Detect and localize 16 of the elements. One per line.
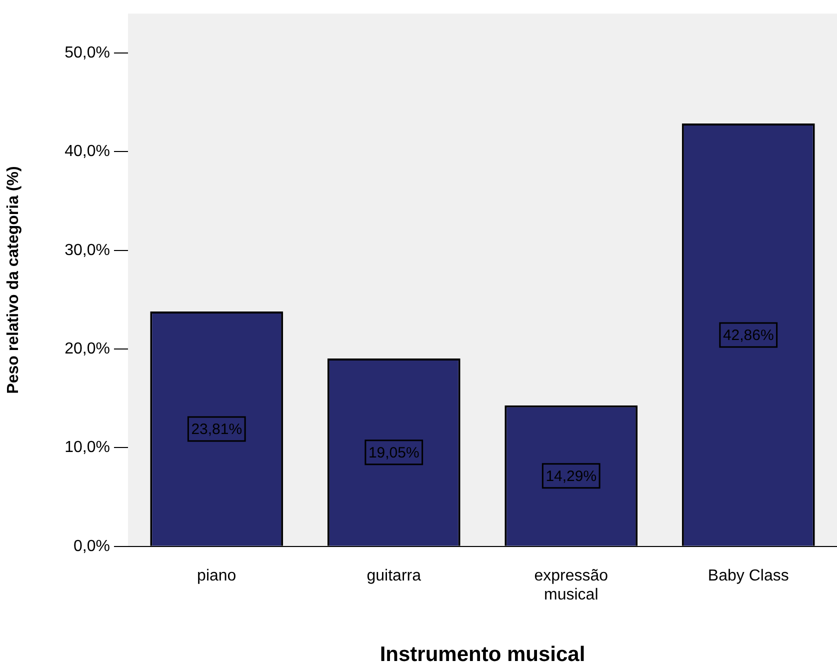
data-label: 23,81% bbox=[191, 421, 242, 438]
x-tick-label: expressão musical bbox=[534, 567, 608, 604]
y-tick-label: 0,0% bbox=[74, 538, 110, 555]
y-axis-title: Peso relativo da categoria (%) bbox=[5, 166, 22, 394]
data-label: 14,29% bbox=[546, 468, 597, 486]
y-tick-label: 20,0% bbox=[64, 340, 110, 358]
x-tick-label: Baby Class bbox=[708, 567, 789, 584]
data-label: 42,86% bbox=[722, 327, 774, 344]
y-tick-label: 30,0% bbox=[64, 242, 110, 259]
data-label: 19,05% bbox=[368, 444, 420, 462]
y-tick-label: 50,0% bbox=[64, 44, 110, 62]
x-tick-label: guitarra bbox=[366, 567, 422, 584]
x-tick-label: piano bbox=[197, 567, 236, 584]
y-tick-label: 10,0% bbox=[64, 439, 110, 456]
x-axis-title: Instrumento musical bbox=[380, 643, 586, 666]
y-tick-label: 40,0% bbox=[64, 143, 110, 160]
